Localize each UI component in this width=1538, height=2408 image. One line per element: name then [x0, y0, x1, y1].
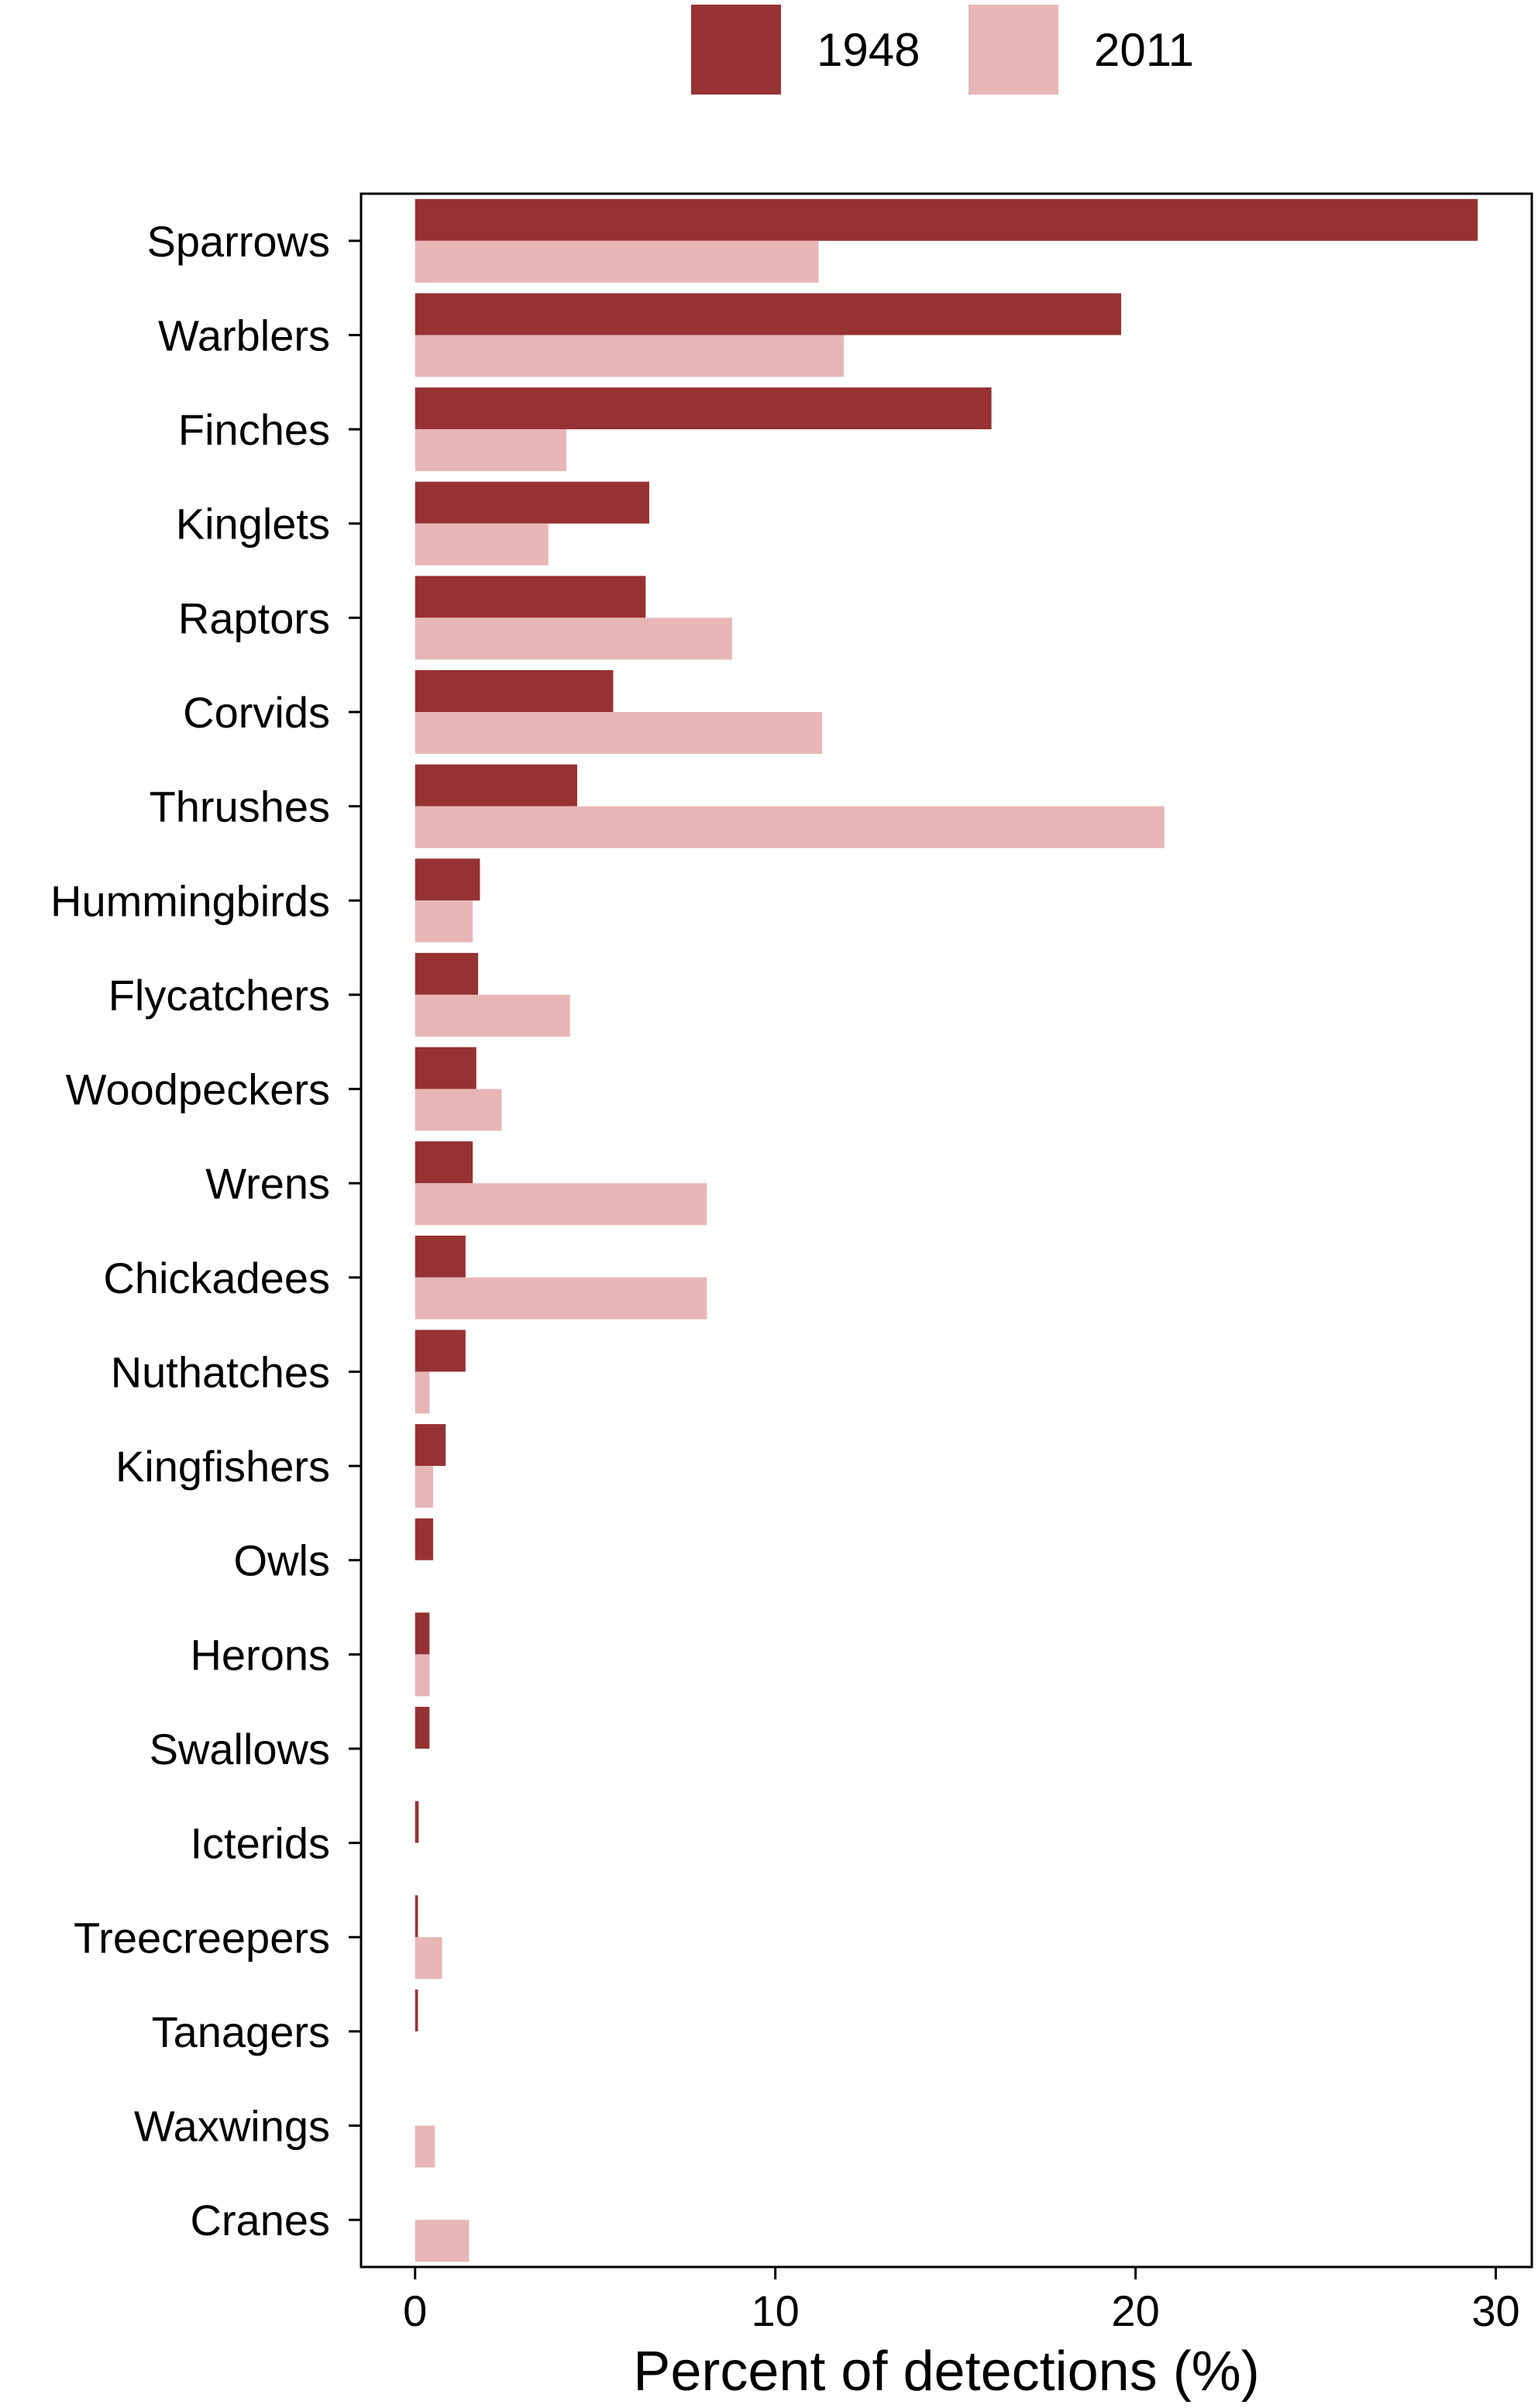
bar-1948-tanagers [415, 1989, 418, 2031]
bar-1948-kingfishers [415, 1424, 446, 1467]
plot-panel-border [360, 192, 1533, 2269]
bar-2011-cranes [415, 2220, 470, 2262]
y-tick-label-owls: Owls [234, 1536, 330, 1585]
bar-1948-hummingbirds [415, 858, 480, 901]
bar-1948-finches [415, 387, 992, 430]
y-tick-label-sparrows: Sparrows [146, 217, 330, 266]
bar-2011-corvids [415, 712, 823, 754]
bar-1948-wrens [415, 1141, 473, 1184]
bar-1948-thrushes [415, 764, 577, 807]
y-tick-label-swallows: Swallows [150, 1725, 330, 1773]
y-tick-label-wrens: Wrens [205, 1159, 330, 1208]
y-tick-label-chickadees: Chickadees [103, 1254, 330, 1302]
x-tick-label-30: 30 [1471, 2286, 1519, 2335]
bar-1948-herons [415, 1612, 430, 1655]
y-tick-label-corvids: Corvids [183, 688, 330, 737]
bar-1948-warblers [415, 293, 1121, 335]
y-tick-label-icterids: Icterids [191, 1819, 331, 1868]
bars-layer [415, 198, 1478, 2262]
legend-key-2011 [969, 5, 1058, 95]
y-tick-label-nuthatches: Nuthatches [111, 1347, 330, 1396]
legend-key-1948 [691, 5, 781, 95]
bar-2011-kinglets [415, 523, 549, 566]
bar-2011-finches [415, 429, 567, 472]
x-tick-label-10: 10 [752, 2286, 800, 2335]
bar-2011-kingfishers [415, 1466, 433, 1508]
bar-2011-chickadees [415, 1277, 707, 1319]
bar-1948-swallows [415, 1707, 430, 1749]
bar-1948-flycatchers [415, 952, 479, 995]
bar-2011-treecreepers [415, 1937, 442, 1980]
bar-2011-sparrows [415, 240, 819, 283]
bar-1948-icterids [415, 1801, 419, 1843]
bar-1948-kinglets [415, 481, 649, 524]
bar-2011-flycatchers [415, 994, 570, 1037]
y-tick-label-kingfishers: Kingfishers [115, 1442, 330, 1491]
y-tick-label-waxwings: Waxwings [134, 2102, 330, 2151]
y-tick-label-finches: Finches [178, 405, 330, 454]
bar-1948-chickadees [415, 1235, 466, 1278]
bar-1948-woodpeckers [415, 1047, 477, 1089]
bar-1948-treecreepers [415, 1895, 418, 1938]
y-tick-label-thrushes: Thrushes [150, 783, 330, 831]
bar-2011-warblers [415, 335, 844, 377]
y-tick-label-flycatchers: Flycatchers [108, 971, 330, 1020]
y-tick-label-kinglets: Kinglets [176, 500, 330, 549]
y-tick-label-treecreepers: Treecreepers [74, 1913, 330, 1962]
bar-1948-sparrows [415, 198, 1478, 241]
y-tick-label-cranes: Cranes [190, 2196, 330, 2245]
y-tick-label-tanagers: Tanagers [152, 2007, 330, 2056]
legend-label-2011: 2011 [1094, 24, 1194, 76]
bar-2011-wrens [415, 1183, 707, 1226]
bar-2011-hummingbirds [415, 900, 473, 943]
y-tick-label-warblers: Warblers [158, 311, 330, 359]
y-tick-label-herons: Herons [190, 1630, 330, 1679]
bar-2011-thrushes [415, 806, 1165, 848]
x-tick-label-0: 0 [403, 2286, 427, 2335]
bar-2011-waxwings [415, 2125, 435, 2168]
bar-1948-corvids [415, 670, 614, 712]
bar-2011-woodpeckers [415, 1089, 502, 1131]
y-axis: Sparrows Warblers Finches Kinglets Raptors Co… [50, 217, 361, 2245]
legend-label-1948: 1948 [817, 24, 920, 76]
bar-2011-raptors [415, 617, 732, 660]
bar-1948-raptors [415, 576, 646, 618]
bar-1948-owls [415, 1518, 433, 1560]
x-tick-label-20: 20 [1111, 2286, 1159, 2335]
bar-2011-herons [415, 1654, 430, 1697]
bar-1948-nuthatches [415, 1330, 466, 1372]
y-tick-label-raptors: Raptors [178, 593, 330, 642]
bar-2011-nuthatches [415, 1371, 430, 1414]
x-axis-title: Percent of detections (%) [633, 2341, 1259, 2403]
x-axis: 0 10 20 30 [403, 2267, 1520, 2335]
y-tick-label-woodpeckers: Woodpeckers [66, 1065, 330, 1114]
y-tick-label-hummingbirds: Hummingbirds [50, 876, 330, 925]
legend: 1948 2011 [691, 5, 1194, 95]
